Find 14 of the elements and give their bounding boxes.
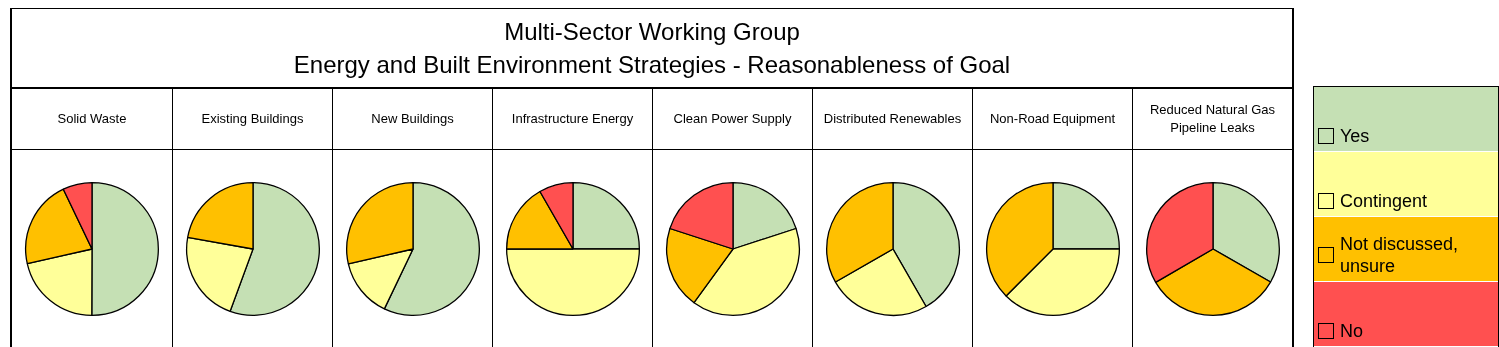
- text: Energy and Built Environment Strategies - Reasonableness of Goal: [293, 50, 1011, 80]
- chart-title: Infrastructure Energy: [493, 89, 652, 150]
- chart-title: Non-Road Equipment: [973, 89, 1132, 150]
- chart-title: New Buildings: [333, 89, 492, 150]
- legend-label: Yes: [1340, 125, 1370, 147]
- text: Multi-Sector Working Group: [504, 17, 800, 47]
- text: Solid Waste: [12, 89, 172, 150]
- legend-label: No: [1340, 320, 1364, 342]
- legend-label: Not discussed, unsure: [1340, 233, 1460, 277]
- chart-title: Existing Buildings: [173, 89, 332, 150]
- chart-title: Reduced Natural Gas Pipeline Leaks: [1133, 89, 1292, 150]
- chart-title: Clean Power Supply: [653, 89, 812, 150]
- chart-title: Distributed Renewables: [813, 89, 972, 150]
- legend-label: Contingent: [1340, 190, 1428, 212]
